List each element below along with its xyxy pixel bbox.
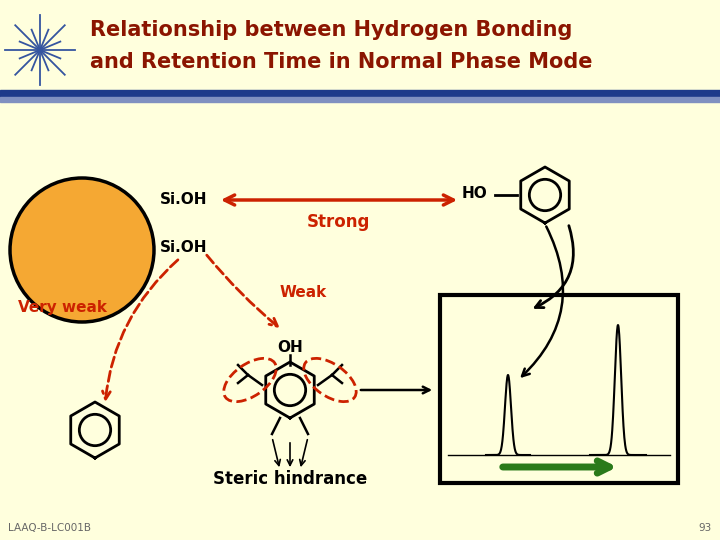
Circle shape <box>10 178 154 322</box>
Text: Si.OH: Si.OH <box>160 192 207 207</box>
Bar <box>440 295 678 483</box>
Text: Si.OH: Si.OH <box>160 240 207 255</box>
Text: Very weak: Very weak <box>18 300 107 315</box>
Text: LAAQ-B-LC001B: LAAQ-B-LC001B <box>8 523 91 533</box>
Text: Weak: Weak <box>280 285 328 300</box>
Bar <box>0 90 720 97</box>
Text: Steric hindrance: Steric hindrance <box>213 470 367 488</box>
Text: 93: 93 <box>698 523 712 533</box>
Text: and Retention Time in Normal Phase Mode: and Retention Time in Normal Phase Mode <box>90 52 593 72</box>
Text: Relationship between Hydrogen Bonding: Relationship between Hydrogen Bonding <box>90 20 572 40</box>
Text: Strong: Strong <box>306 213 369 231</box>
Text: OH: OH <box>277 340 303 355</box>
Text: HO: HO <box>462 186 487 200</box>
Bar <box>0 97 720 102</box>
